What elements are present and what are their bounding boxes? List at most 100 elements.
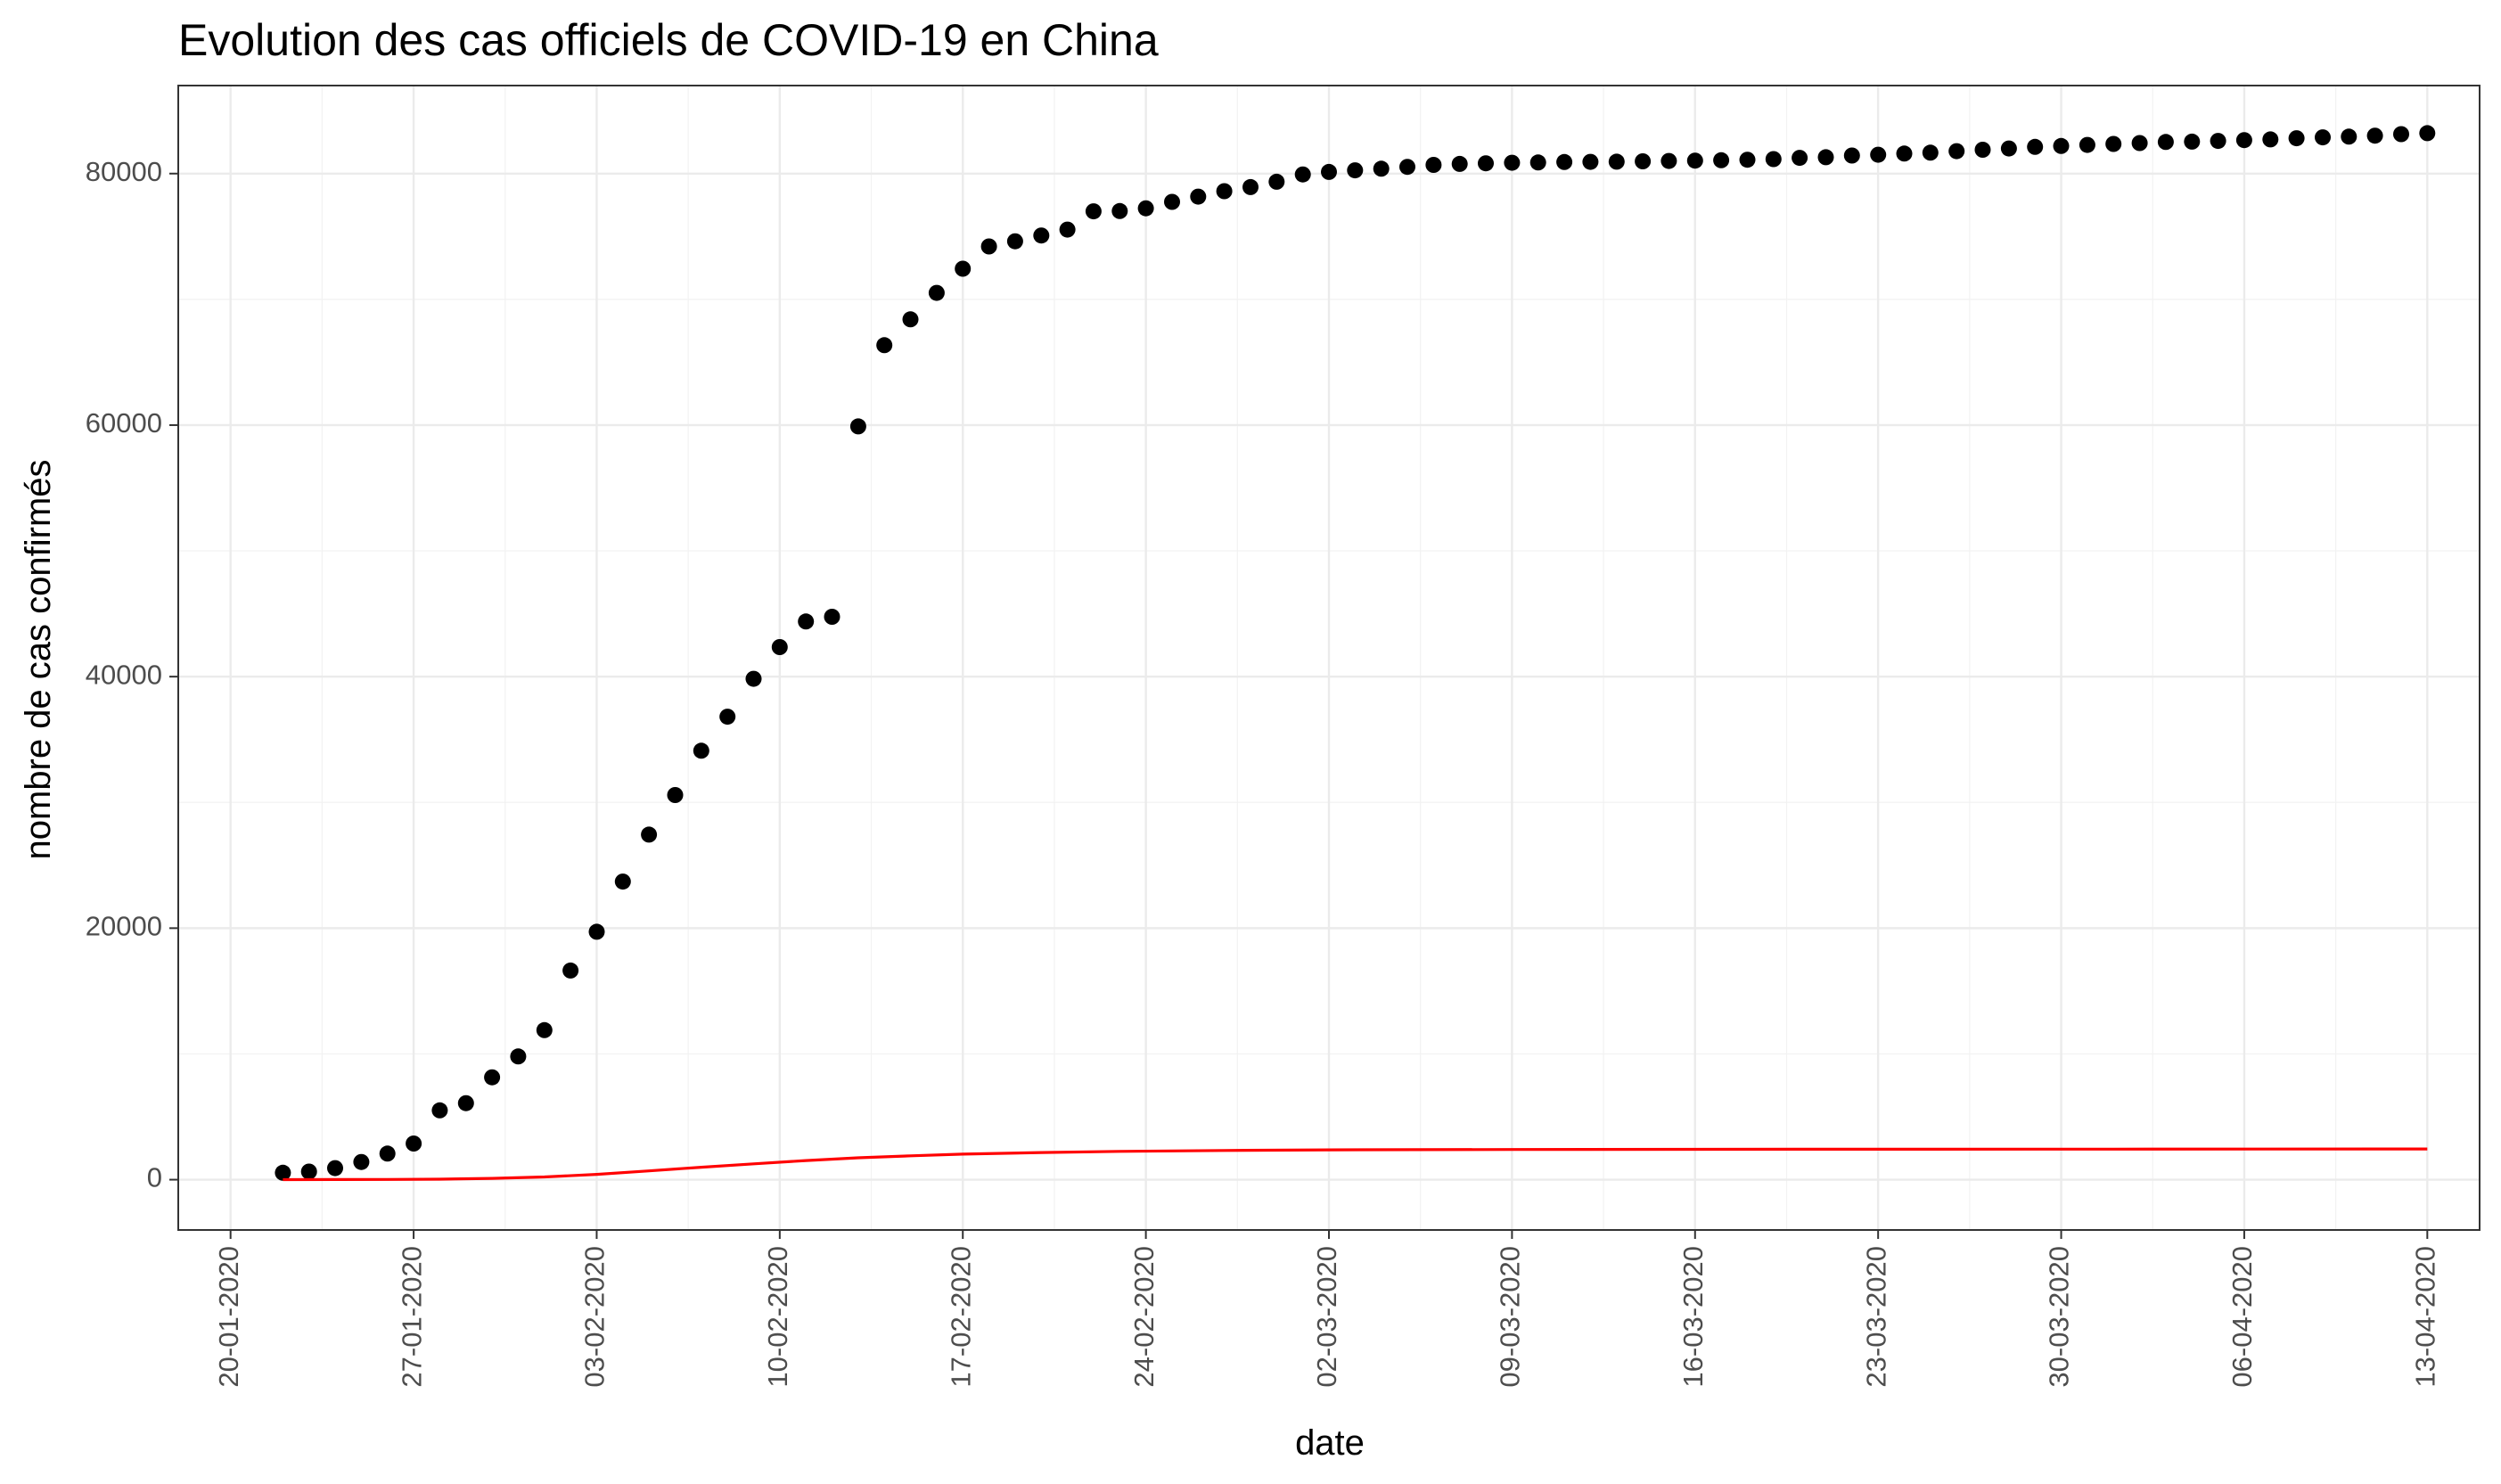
data-point — [457, 1095, 474, 1111]
data-point — [876, 337, 893, 354]
y-tick-label: 80000 — [86, 156, 162, 187]
y-tick-label: 40000 — [86, 659, 162, 690]
data-point — [1347, 162, 1364, 179]
x-tick-label: 03-02-2020 — [579, 1246, 611, 1388]
data-point — [798, 613, 815, 630]
data-point — [1843, 147, 1860, 164]
y-tick-label: 20000 — [86, 911, 162, 942]
data-point — [745, 670, 762, 687]
data-point — [2262, 131, 2279, 148]
x-tick-label: 20-01-2020 — [213, 1246, 244, 1388]
x-tick-label: 09-03-2020 — [1495, 1246, 1526, 1388]
data-point — [353, 1153, 370, 1170]
data-point — [1608, 153, 1625, 170]
data-point — [693, 742, 709, 759]
y-tick-label: 0 — [147, 1162, 162, 1193]
data-point — [1164, 193, 1180, 210]
data-point — [1765, 151, 1782, 168]
data-point — [1451, 155, 1468, 172]
y-tick-label: 60000 — [86, 407, 162, 439]
x-tick-label: 27-01-2020 — [396, 1246, 427, 1388]
data-point — [1425, 157, 1442, 173]
data-point — [2315, 129, 2331, 146]
y-axis-title: nombre de cas confirmés — [19, 459, 58, 859]
data-point — [2053, 137, 2070, 154]
x-tick-label: 30-03-2020 — [2044, 1246, 2075, 1388]
data-point — [1556, 153, 1573, 170]
data-point — [1686, 152, 1703, 169]
data-point — [1294, 166, 1311, 183]
data-point — [562, 962, 579, 979]
data-point — [824, 609, 840, 625]
x-tick-label: 06-04-2020 — [2226, 1246, 2258, 1388]
data-point — [1033, 227, 1050, 244]
data-point — [955, 260, 972, 277]
data-point — [588, 923, 605, 940]
plot-series — [275, 125, 2436, 1182]
data-point — [510, 1048, 527, 1065]
chart-title: Evolution des cas officiels de COVID-19 … — [178, 15, 1159, 65]
data-point — [536, 1021, 553, 1038]
data-point — [1974, 142, 1991, 158]
data-point — [1059, 221, 1076, 238]
data-point — [1817, 149, 1834, 166]
data-point — [902, 311, 919, 328]
data-point — [1660, 152, 1677, 169]
data-point — [431, 1102, 448, 1119]
data-point — [1529, 154, 1546, 171]
data-point — [641, 826, 658, 843]
data-point — [1792, 150, 1808, 167]
data-point — [1216, 183, 1233, 200]
data-point — [1635, 153, 1652, 169]
data-point — [2157, 134, 2174, 151]
data-point — [1085, 203, 1102, 220]
data-point — [1713, 152, 1730, 168]
data-point — [2393, 126, 2409, 143]
data-point — [275, 1164, 291, 1181]
x-tick-label: 17-02-2020 — [945, 1246, 976, 1388]
data-point — [980, 238, 997, 255]
data-point — [327, 1160, 343, 1177]
data-point — [1582, 153, 1599, 170]
data-point — [1478, 155, 1494, 172]
x-tick-label: 02-03-2020 — [1311, 1246, 1342, 1388]
data-point — [1896, 145, 1913, 162]
data-point — [771, 639, 788, 655]
data-point — [2210, 133, 2226, 150]
data-point — [1504, 154, 1521, 171]
y-axis: 0 20000 40000 60000 80000 — [86, 156, 178, 1193]
data-point — [379, 1145, 396, 1162]
model-curve — [283, 1147, 2428, 1182]
data-point — [1870, 146, 1887, 163]
data-point — [1922, 144, 1939, 161]
x-tick-label: 16-03-2020 — [1677, 1246, 1709, 1388]
data-point — [1373, 160, 1390, 177]
data-point — [928, 284, 945, 301]
data-point — [2079, 136, 2095, 153]
data-point — [719, 709, 736, 726]
data-point — [2235, 132, 2252, 149]
x-axis: 20-01-2020 27-01-2020 03-02-2020 10-02-2020… — [213, 1230, 2441, 1388]
data-point — [1739, 152, 1756, 168]
data-point — [667, 787, 684, 803]
data-point — [406, 1136, 422, 1152]
x-tick-label: 10-02-2020 — [762, 1246, 793, 1388]
x-axis-title: date — [1295, 1423, 1365, 1463]
data-point — [484, 1069, 501, 1086]
data-point — [2288, 130, 2305, 147]
data-point — [1137, 200, 1154, 217]
data-point — [1111, 202, 1128, 219]
x-tick-label: 24-02-2020 — [1128, 1246, 1160, 1388]
data-point — [2105, 135, 2122, 152]
data-point — [849, 418, 866, 435]
data-point — [614, 873, 631, 890]
data-point — [1190, 188, 1207, 205]
x-tick-label: 23-03-2020 — [1860, 1246, 1891, 1388]
data-point — [1268, 173, 1285, 190]
x-tick-label: 13-04-2020 — [2410, 1246, 2441, 1388]
data-point — [1321, 163, 1337, 180]
data-point — [2027, 138, 2044, 155]
data-point — [1399, 159, 1415, 176]
